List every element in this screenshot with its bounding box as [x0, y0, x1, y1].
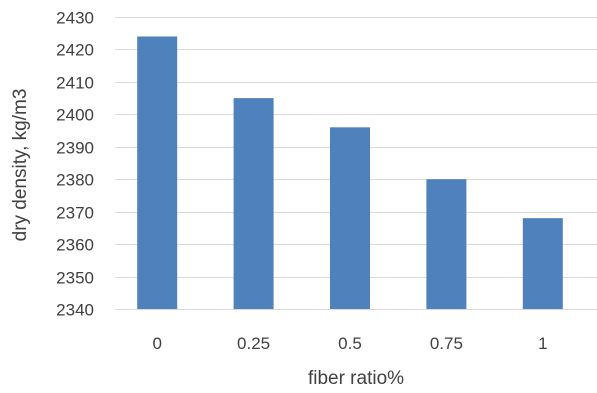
bar: [137, 36, 178, 309]
y-tick-label: 2370: [56, 204, 94, 223]
y-tick-label: 2420: [56, 41, 94, 60]
x-axis-title: fiber ratio%: [308, 368, 404, 389]
y-tick-label: 2410: [56, 74, 94, 93]
y-tick-label: 2400: [56, 106, 94, 125]
x-tick-label: 0.75: [430, 334, 463, 353]
y-tick-label: 2430: [56, 9, 94, 28]
y-axis-tick-labels: 2340 2350 2360 2370 2380 2390 2400 2410 2420 2430: [56, 9, 94, 320]
bars: [137, 36, 563, 309]
bar: [426, 179, 467, 309]
x-axis-tick-labels: 0 0.25 0.5 0.75 1: [152, 334, 547, 353]
x-tick-label: 0: [152, 334, 161, 353]
y-tick-label: 2350: [56, 269, 94, 288]
bar: [522, 218, 563, 309]
x-tick-label: 0.25: [237, 334, 270, 353]
y-axis-title: dry density, kg/m3: [10, 89, 31, 242]
y-tick-label: 2360: [56, 236, 94, 255]
y-tick-label: 2380: [56, 171, 94, 190]
bar: [233, 98, 274, 309]
y-tick-label: 2340: [56, 301, 94, 320]
y-tick-label: 2390: [56, 139, 94, 158]
bar: [330, 127, 370, 309]
x-tick-label: 1: [538, 334, 547, 353]
x-tick-label: 0.5: [338, 334, 362, 353]
